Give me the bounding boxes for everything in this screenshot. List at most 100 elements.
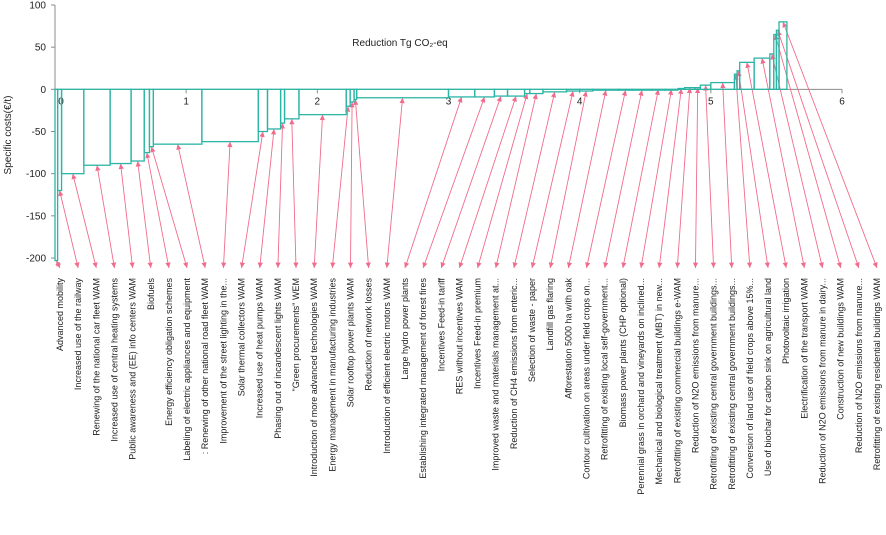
pointer-line	[241, 131, 264, 269]
cost-step-bar	[143, 88, 151, 154]
pointer-arrowtail	[746, 262, 753, 268]
measure-label: Reduction of N2O emissions from manure i…	[818, 278, 828, 484]
measure-label: Construction of new buildings WAM	[836, 278, 846, 420]
cost-step-bar	[592, 88, 620, 91]
cost-step-bar	[152, 88, 203, 145]
pointer-line	[531, 90, 574, 269]
pointer-arrowtail	[92, 262, 98, 268]
cost-step-bar	[506, 88, 526, 97]
pointer-line	[774, 34, 842, 269]
pointer-arrowtail	[422, 262, 428, 268]
x-tick-label: 5	[708, 96, 714, 107]
pointer-arrowtail	[854, 262, 860, 268]
pointer-arrowhead	[720, 82, 726, 89]
chart-title: Reduction Tg CO₂-eq	[352, 38, 447, 49]
pointer-line	[567, 90, 607, 269]
pointer-arrowtail	[458, 262, 464, 268]
measure-label: Afforestation 5000 ha with oak	[563, 278, 573, 399]
measure-label: RES without incentives WAM	[454, 278, 464, 394]
pointer-arrowhead	[686, 87, 693, 94]
pointer-arrowhead	[582, 91, 588, 97]
pointer-arrowhead	[745, 62, 751, 69]
measure-label: Solar rooftop power plants WAM	[345, 278, 355, 407]
cost-step-bar	[447, 88, 476, 98]
cost-step-bar	[201, 88, 259, 143]
pointer-arrowtail	[530, 262, 536, 268]
pointer-line	[777, 30, 860, 269]
measure-label: Advanced mobility	[55, 278, 65, 352]
measure-label: : Renewing of other national road fleet …	[200, 278, 210, 454]
cost-step-bar	[493, 88, 509, 97]
y-tick-label: 0	[40, 85, 46, 96]
cost-step-bar	[283, 88, 300, 120]
pointer-arrowtail	[548, 262, 554, 268]
pointer-arrowtail	[782, 262, 788, 268]
x-tick-label: 2	[315, 96, 321, 107]
pointer-line	[458, 95, 517, 269]
pointer-line	[735, 74, 751, 269]
cost-step-bar	[618, 88, 633, 91]
measure-label: Solar thermal collectors WAM	[237, 278, 247, 396]
pointer-line	[150, 146, 188, 269]
pointer-arrowhead	[353, 99, 359, 106]
pointer-arrowhead	[259, 131, 265, 138]
pointer-arrowhead	[480, 96, 486, 103]
pointer-arrowhead	[457, 96, 463, 103]
pointer-line	[761, 58, 805, 269]
measure-label: Energy efficiency obligation schemes	[164, 278, 174, 426]
y-tick-label: -100	[26, 169, 46, 180]
cost-step-bar	[664, 88, 679, 91]
pointer-arrowtail	[275, 262, 281, 268]
measure-label: Large hydro power plants	[400, 278, 410, 380]
measure-label: Contour cultivation on areas under field…	[582, 278, 592, 479]
pointer-line	[737, 70, 769, 269]
pointer-line	[146, 152, 170, 269]
pointer-arrowhead	[118, 163, 124, 170]
measure-label: Photovoltaic irrigation	[781, 278, 791, 364]
pointer-arrowtail	[764, 262, 770, 268]
pointer-line	[658, 88, 682, 269]
measure-label: Retrofitting of existing commercial buil…	[672, 278, 682, 483]
x-tick-label: 4	[577, 96, 583, 107]
pointer-arrowtail	[384, 262, 390, 268]
pointer-line	[694, 87, 699, 269]
measure-label: Introduction of efficient electric motor…	[382, 278, 392, 454]
pointer-line	[59, 190, 79, 269]
pointer-arrowtail	[257, 262, 263, 268]
pointer-line	[705, 85, 715, 269]
pointer-line	[222, 141, 231, 269]
pointer-arrowhead	[227, 141, 233, 148]
pointer-line	[291, 118, 297, 269]
pointer-line	[676, 87, 691, 269]
measure-label: Conversion of land use of field crops ab…	[745, 278, 755, 479]
cost-step-bar	[298, 88, 347, 116]
pointer-arrowtail	[836, 262, 842, 268]
pointer-arrowtail	[621, 262, 627, 268]
pointer-arrowhead	[176, 144, 182, 150]
pointer-line	[277, 123, 284, 269]
measure-label: Increased use of heat pumps WAM	[255, 278, 265, 418]
cost-step-bar	[523, 88, 531, 95]
cost-step-bar	[257, 88, 269, 133]
pointer-arrowtail	[476, 262, 482, 268]
y-tick-label: 100	[29, 1, 46, 12]
measure-label: Introduction of more advanced technologi…	[309, 278, 319, 477]
cost-step-bar	[529, 88, 544, 95]
pointer-arrowtail	[330, 262, 336, 268]
pointer-arrowhead	[654, 89, 660, 96]
pointer-arrowhead	[523, 93, 529, 100]
pointer-arrowhead	[621, 90, 627, 97]
pointer-arrowhead	[71, 173, 77, 180]
measure-label: Renewing of the national car fleet WAM	[91, 278, 101, 436]
cost-step-bar	[60, 88, 85, 175]
pointer-arrowtail	[147, 262, 153, 268]
measure-label: Labeling of electric appliances and equi…	[182, 278, 192, 461]
cost-step-bar	[83, 88, 111, 166]
pointer-line	[177, 144, 206, 269]
pointer-line	[549, 90, 587, 269]
pointer-arrowtail	[311, 262, 318, 268]
y-tick-label: 50	[35, 43, 47, 54]
pointer-line	[586, 90, 627, 269]
pointer-arrowhead	[58, 190, 64, 197]
cost-step-bar	[266, 88, 282, 130]
